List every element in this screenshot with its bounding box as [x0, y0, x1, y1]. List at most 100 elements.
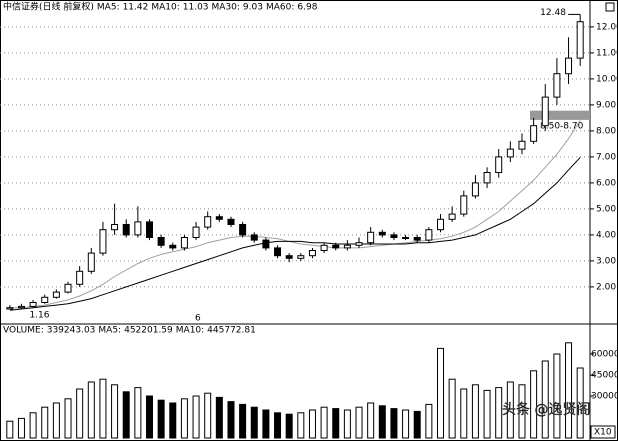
candle-body — [390, 234, 398, 238]
ma-line — [9, 157, 581, 311]
header-text: MA10: — [176, 326, 204, 336]
volume-bar — [111, 384, 119, 439]
header-text: MA60: — [266, 3, 294, 13]
header-text: 11.03 — [183, 3, 209, 13]
volume-bar — [29, 412, 37, 439]
volume-bar — [180, 398, 188, 439]
candle-body — [355, 242, 363, 246]
candle-body — [506, 148, 514, 158]
volume-bar — [157, 399, 165, 439]
volume-bar — [308, 409, 316, 439]
volume-bar — [530, 370, 538, 439]
candle-body — [52, 291, 60, 298]
volume-bar — [262, 409, 270, 439]
y-tick-label: 10.00 — [596, 74, 618, 84]
candle-body — [134, 221, 142, 236]
volume-bar — [437, 347, 444, 439]
volume-bar — [52, 402, 60, 439]
volume-bar — [250, 406, 258, 439]
volume-bar — [192, 395, 200, 439]
candle-body — [565, 57, 573, 75]
y-tick-label: 30000 — [591, 391, 618, 401]
candle-body — [41, 296, 49, 303]
header-text: 445772.81 — [207, 326, 256, 336]
candle-body — [460, 195, 468, 215]
y-tick-label: 12.00 — [596, 22, 618, 32]
candle-body — [192, 226, 200, 239]
candle-body — [308, 250, 316, 257]
volume-bar — [367, 402, 375, 439]
candle-body — [111, 224, 119, 231]
volume-bar — [518, 384, 526, 439]
volume-bar — [297, 412, 305, 439]
marker-label: 6 — [195, 314, 201, 324]
multiplier-label: X10 — [594, 428, 612, 438]
y-tick-label: 8.00 — [596, 126, 616, 136]
y-tick-label: 3.00 — [596, 256, 616, 266]
candle-body — [87, 252, 95, 272]
volume-bar — [343, 409, 351, 439]
header-text: 452201.59 — [124, 326, 173, 336]
high-label: 12.48 — [540, 8, 566, 18]
volume-bar — [413, 410, 421, 439]
volume-bar — [274, 412, 282, 439]
volume-bar — [64, 398, 72, 439]
candle-body — [239, 224, 247, 236]
y-tick-label: 4.00 — [596, 230, 616, 240]
header-text: 339243.03 — [47, 326, 96, 336]
watermark: 头条 @逸贤阁 — [502, 401, 590, 418]
low-label: 1.16 — [29, 311, 49, 321]
volume-bar — [402, 409, 410, 439]
candle-body — [367, 231, 375, 244]
candle-body — [413, 237, 421, 241]
header-text: 9.03 — [243, 3, 263, 13]
candle-body — [553, 73, 561, 98]
price-band — [530, 110, 590, 120]
candle-body — [157, 237, 165, 246]
header-text: 11.42 — [123, 3, 149, 13]
band-label: 8.50-8.70 — [540, 121, 584, 131]
candle-body — [495, 156, 503, 173]
y-tick-label: 6.00 — [596, 178, 616, 188]
volume-bar — [320, 406, 328, 439]
candle-body — [320, 244, 328, 252]
candle-body — [204, 216, 212, 228]
header-text: 中信证券(日线 前复权) — [3, 1, 94, 13]
volume-bar — [87, 381, 95, 439]
volume-bar — [576, 367, 584, 439]
y-tick-label: 7.00 — [596, 152, 616, 162]
volume-bar — [460, 388, 468, 439]
y-tick-label: 2.00 — [596, 282, 616, 292]
y-tick-label: 60000 — [591, 349, 618, 359]
candle-body — [215, 216, 223, 220]
header-text: MA10: — [151, 3, 179, 13]
y-tick-label: 5.00 — [596, 204, 616, 214]
volume-bar — [122, 391, 130, 439]
volume-bar — [553, 353, 561, 439]
volume-bar — [378, 405, 386, 439]
y-tick-label: 11.00 — [596, 48, 618, 58]
volume-bar — [76, 388, 84, 439]
volume-bar — [146, 395, 153, 439]
volume-bar — [565, 342, 573, 439]
y-tick-label: 9.00 — [596, 100, 616, 110]
volume-bar — [355, 406, 363, 439]
candle-body — [250, 234, 258, 241]
candle-body — [262, 239, 270, 249]
candle-body — [541, 96, 549, 127]
volume-bar — [169, 402, 177, 439]
volume-bar — [495, 387, 503, 439]
volume-bar — [541, 360, 549, 439]
volume-bar — [17, 417, 25, 439]
candle-body — [99, 229, 107, 254]
candle-body — [64, 283, 72, 293]
candle-body — [402, 237, 410, 239]
candle-body — [343, 244, 351, 249]
volume-bar — [215, 396, 223, 439]
volume-bar — [239, 403, 247, 439]
candle-body — [180, 237, 188, 249]
candle-body — [518, 140, 526, 150]
header-text: MA5: — [97, 3, 120, 13]
header-text: 6.98 — [297, 3, 317, 13]
